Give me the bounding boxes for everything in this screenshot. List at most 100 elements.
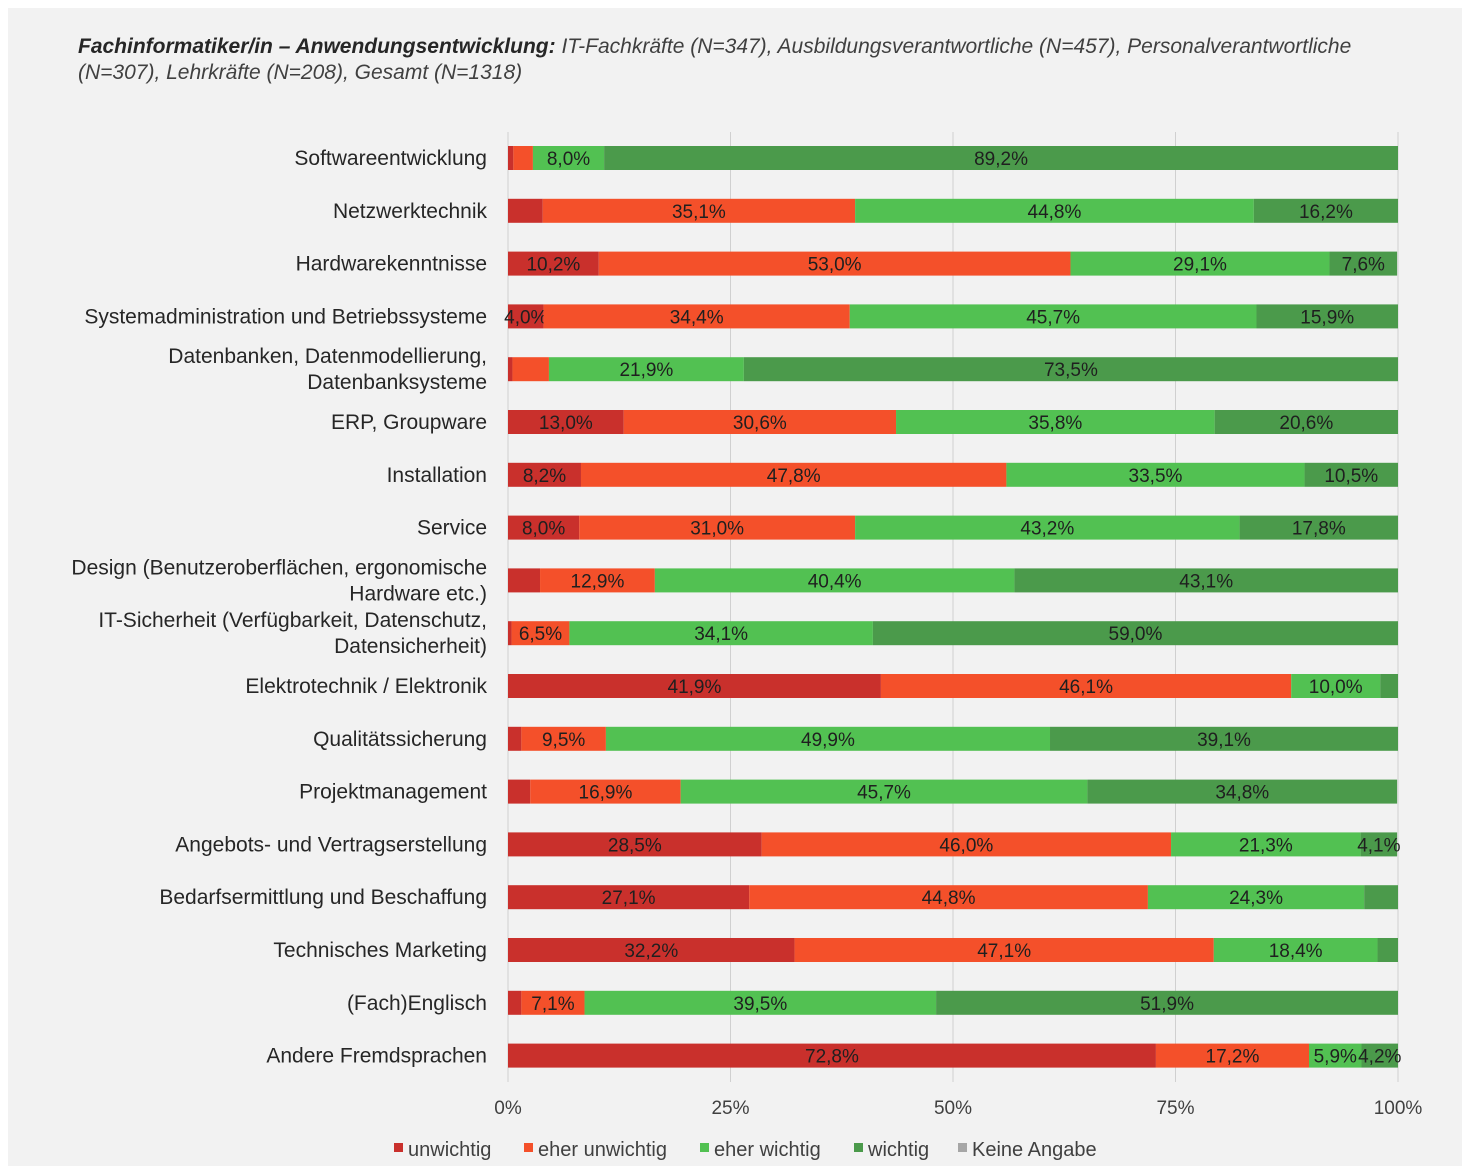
data-label: 10,2% [526,255,580,276]
data-label: 21,9% [619,360,673,381]
bar-segment [1214,410,1398,434]
bar-segment [1377,938,1398,962]
bar-segment [743,357,1398,382]
bar-segment [1171,832,1361,857]
bar-segment [605,726,1051,751]
data-label: 53,0% [808,255,862,276]
data-label: 33,5% [1129,466,1183,487]
chart-title-rest: IT-Fachkräfte (N=347), Ausbildungsverant… [78,35,1352,84]
bar-segment [872,621,1398,646]
legend-label: eher unwichtig [538,1139,667,1161]
bar-segment [508,1043,1156,1068]
bar-segment [513,146,533,170]
data-label: 39,1% [1197,730,1251,751]
data-label: 41,9% [668,677,722,698]
data-label: 46,1% [1059,677,1113,698]
data-label: 12,9% [571,571,625,592]
category-label: Angebots- und Vertragserstellung [175,833,487,856]
bar-segment [508,515,580,540]
data-label: 47,1% [977,941,1031,962]
bar-segment [580,462,1007,487]
category-label: IT-Sicherheit (Verfügbarkeit, Datenschut… [98,609,487,658]
legend-swatch [700,1143,709,1152]
bar-segment [849,304,1257,329]
bar-segment [548,357,744,382]
legend-swatch [394,1143,403,1152]
data-label: 7,1% [531,994,574,1015]
data-label: 7,6% [1342,255,1385,276]
data-label: 20,6% [1279,413,1333,434]
bar-segment [1213,938,1378,962]
legend-label: Keine Angabe [972,1139,1097,1161]
data-label: 27,1% [602,888,656,909]
bar-segment [1329,251,1398,276]
data-label: 10,5% [1324,466,1378,487]
bar-segment [1364,885,1398,910]
legend-label: eher wichtig [714,1139,821,1161]
bar-segment [623,410,897,434]
bar-segment [604,146,1398,170]
data-label: 49,9% [801,730,855,751]
bar-segment [569,621,873,646]
bar-segment [654,568,1015,593]
data-label: 34,8% [1215,783,1269,804]
data-label: 29,1% [1173,255,1227,276]
bar-segment [855,198,1254,223]
x-tick-label: 75% [1156,1098,1194,1119]
data-label: 4,2% [1358,1047,1401,1068]
bar-segment [521,990,585,1015]
chart-title-bold: Fachinformatiker/in – Anwendungsentwickl… [78,35,556,58]
data-label: 34,1% [694,624,748,645]
data-label: 8,0% [522,519,565,540]
bar-segment [508,198,543,223]
category-label: Bedarfsermittlung und Beschaffung [159,886,487,909]
x-axis-ticks: 0% 25% 50% 75% 100% [494,1098,1422,1119]
category-label: Projektmanagement [299,781,487,804]
bar-segment [508,779,531,804]
data-label: 9,5% [542,730,585,751]
data-label: 46,0% [939,835,993,856]
category-label: Elektrotechnik / Elektronik [245,675,487,698]
category-label: Hardwarekenntnisse [296,253,487,276]
legend-swatch [958,1143,967,1152]
data-label: 17,8% [1292,519,1346,540]
bar-segment [1360,832,1398,857]
bar-segment [511,621,570,646]
data-label: 35,1% [672,202,726,223]
category-label: (Fach)Englisch [347,992,487,1015]
bar-segment [1291,674,1381,698]
data-label: 18,4% [1269,941,1323,962]
bar-segment [855,515,1240,540]
category-label: Design (Benutzeroberflächen, ergonomisch… [71,556,487,605]
bar-segment [543,304,850,329]
bar-segment [521,726,606,751]
legend-label: wichtig [867,1139,929,1161]
bar-segment [598,251,1071,276]
bar-segment [508,146,514,170]
bar-segment [1304,462,1398,487]
data-label: 8,2% [523,466,566,487]
bar-segment [508,357,513,382]
data-label: 44,8% [1028,202,1082,223]
data-label: 30,6% [733,413,787,434]
bar-segment [584,990,937,1015]
data-label: 15,9% [1300,307,1354,328]
legend-label: unwichtig [408,1139,491,1161]
x-tick-label: 50% [934,1098,972,1119]
bar-segment [880,674,1292,698]
category-labels: Softwareentwicklung Netzwerktechnik Hardwa… [71,147,487,1068]
bar-segment [1239,515,1398,540]
bar-segment [508,304,544,329]
data-label: 72,8% [805,1047,859,1068]
bar-segment [508,990,522,1015]
data-label: 4,0% [504,307,547,328]
bar-segment [540,568,655,593]
bar-segment [1256,304,1398,329]
bar-segment [1070,251,1330,276]
bar-segment [532,146,605,170]
x-tick-label: 0% [494,1098,522,1119]
legend: unwichtig eher unwichtig eher wichtig wicht… [394,1139,1097,1161]
gridlines [507,132,1399,1082]
bar-segment [1309,1043,1362,1068]
data-label: 44,8% [922,888,976,909]
